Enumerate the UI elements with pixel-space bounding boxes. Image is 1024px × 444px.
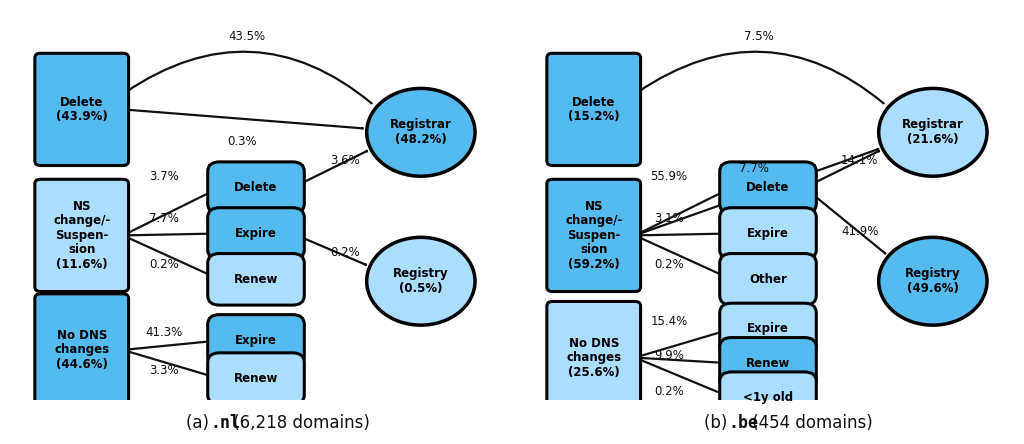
Text: 0.2%: 0.2% [331,246,360,259]
FancyBboxPatch shape [720,337,816,389]
Text: 0.3%: 0.3% [227,135,257,148]
FancyBboxPatch shape [208,208,304,259]
Text: 9.9%: 9.9% [654,349,684,362]
FancyBboxPatch shape [208,315,304,366]
Text: NS
change/-
Suspen-
sion
(59.2%): NS change/- Suspen- sion (59.2%) [565,200,623,271]
FancyBboxPatch shape [35,294,129,406]
Text: Renew: Renew [233,273,279,286]
FancyBboxPatch shape [720,372,816,424]
Text: (454 domains): (454 domains) [746,413,872,432]
Text: Registrar
(48.2%): Registrar (48.2%) [390,118,452,147]
FancyBboxPatch shape [720,162,816,214]
Text: No DNS
changes
(25.6%): No DNS changes (25.6%) [566,337,622,379]
Text: Expire: Expire [748,227,788,240]
FancyBboxPatch shape [720,254,816,305]
Text: 0.2%: 0.2% [150,258,179,270]
Text: .be: .be [728,413,758,432]
Circle shape [367,88,475,176]
Text: (b): (b) [703,413,732,432]
Text: <1y old: <1y old [743,391,793,404]
Text: 55.9%: 55.9% [650,170,688,183]
Text: 7.5%: 7.5% [743,30,773,44]
Text: 14.1%: 14.1% [841,155,879,167]
FancyBboxPatch shape [208,162,304,214]
Text: Expire: Expire [748,322,788,336]
Text: 0.2%: 0.2% [654,258,684,270]
FancyArrowPatch shape [125,52,372,103]
Text: Expire: Expire [236,227,276,240]
Text: .nl: .nl [210,413,240,432]
FancyBboxPatch shape [208,254,304,305]
Text: Renew: Renew [745,357,791,370]
Text: 41.3%: 41.3% [145,326,182,339]
Text: 3.7%: 3.7% [150,170,179,183]
Text: 3.1%: 3.1% [654,212,684,225]
FancyBboxPatch shape [720,303,816,355]
FancyBboxPatch shape [208,353,304,404]
FancyBboxPatch shape [547,53,641,166]
Text: Delete
(43.9%): Delete (43.9%) [56,95,108,123]
Text: 3.6%: 3.6% [331,155,360,167]
Text: 41.9%: 41.9% [841,225,879,238]
Text: 43.5%: 43.5% [228,30,265,44]
Text: 3.3%: 3.3% [150,365,179,377]
Text: Registry
(49.6%): Registry (49.6%) [905,267,961,295]
Text: NS
change/-
Suspen-
sion
(11.6%): NS change/- Suspen- sion (11.6%) [53,200,111,271]
FancyBboxPatch shape [35,53,129,166]
Text: 7.7%: 7.7% [739,162,769,175]
Text: (a): (a) [185,413,214,432]
Circle shape [879,88,987,176]
FancyArrowPatch shape [637,52,884,103]
Text: 0.2%: 0.2% [654,385,684,398]
FancyBboxPatch shape [35,179,129,292]
Text: 15.4%: 15.4% [650,315,688,328]
Text: No DNS
changes
(44.6%): No DNS changes (44.6%) [54,329,110,371]
FancyBboxPatch shape [720,208,816,259]
Text: Other: Other [750,273,786,286]
Text: Delete
(15.2%): Delete (15.2%) [568,95,620,123]
Text: Expire: Expire [236,334,276,347]
Circle shape [367,237,475,325]
Text: Registry
(0.5%): Registry (0.5%) [393,267,449,295]
Text: (6,218 domains): (6,218 domains) [228,413,371,432]
Text: Renew: Renew [233,372,279,385]
FancyBboxPatch shape [547,301,641,414]
Text: Delete: Delete [746,181,790,194]
Text: 7.7%: 7.7% [150,212,179,225]
Circle shape [879,237,987,325]
Text: Registrar
(21.6%): Registrar (21.6%) [902,118,964,147]
Text: Delete: Delete [234,181,278,194]
FancyBboxPatch shape [547,179,641,292]
